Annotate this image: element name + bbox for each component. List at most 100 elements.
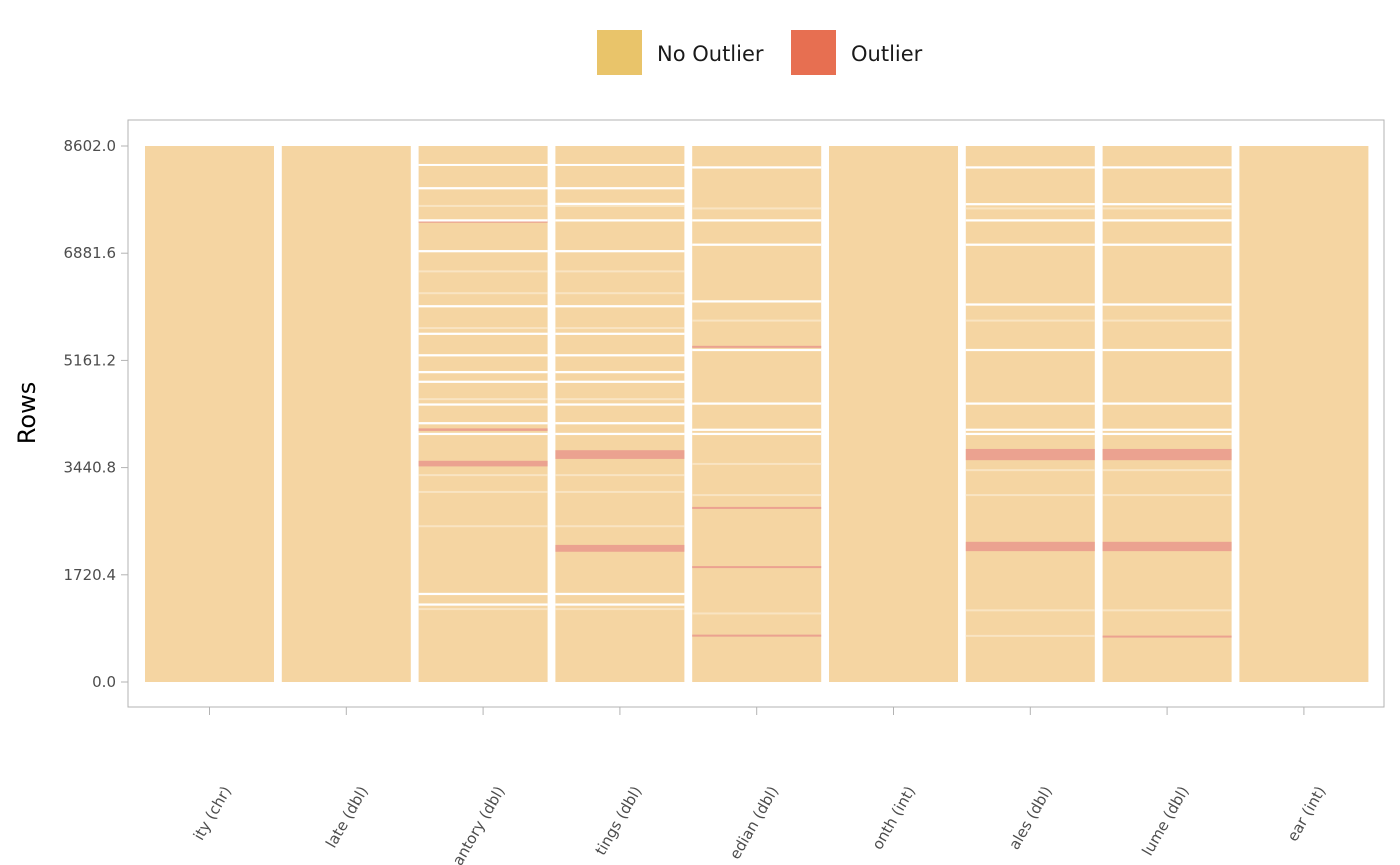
missing-gap xyxy=(1102,432,1232,436)
missing-gap xyxy=(555,219,685,222)
faint-row-band xyxy=(555,292,685,295)
y-tick-label: 6881.6 xyxy=(64,244,117,262)
faint-row-band xyxy=(555,490,685,493)
column-sales xyxy=(965,146,1095,682)
no-outlier-tile xyxy=(145,146,274,682)
faint-row-band xyxy=(1102,469,1232,472)
missing-gap xyxy=(555,403,685,406)
missing-gap xyxy=(965,219,1095,222)
faint-row-band xyxy=(418,292,548,295)
missing-gap xyxy=(418,592,548,596)
faint-row-band xyxy=(418,490,548,493)
column-median xyxy=(692,146,822,682)
missing-gap xyxy=(555,592,685,596)
faint-row-band xyxy=(965,319,1095,322)
missing-gap xyxy=(555,250,685,253)
missing-gap xyxy=(692,219,822,222)
outlier-band xyxy=(965,448,1095,461)
column-inventory xyxy=(418,146,548,682)
outlier-band xyxy=(1102,448,1232,461)
missing-gap xyxy=(692,166,822,169)
x-tick-label: ear (int) xyxy=(1283,783,1329,845)
faint-row-band xyxy=(418,327,548,330)
missing-gap xyxy=(692,243,822,246)
missing-gap xyxy=(1102,428,1232,431)
no-outlier-tile xyxy=(1239,146,1369,682)
missing-gap xyxy=(1102,203,1232,206)
faint-row-band xyxy=(1102,609,1232,612)
x-tick-label: late (dbl) xyxy=(322,783,372,851)
missing-gap xyxy=(692,428,822,431)
faint-row-band xyxy=(418,525,548,528)
faint-row-band xyxy=(555,270,685,273)
y-tick-label: 0.0 xyxy=(92,673,116,691)
x-tick-label: lume (dbl) xyxy=(1138,783,1192,859)
faint-row-band xyxy=(418,270,548,273)
no-outlier-tile xyxy=(555,146,685,682)
legend-swatch-no-outlier xyxy=(597,30,642,75)
missing-gap xyxy=(965,166,1095,169)
outlier-band xyxy=(555,544,685,552)
faint-row-band xyxy=(1102,494,1232,497)
outlier-band xyxy=(692,345,822,348)
outlier-band xyxy=(1102,635,1232,638)
faint-row-band xyxy=(965,609,1095,612)
data-columns xyxy=(145,146,1369,682)
missing-gap xyxy=(418,332,548,335)
column-month xyxy=(829,146,958,682)
faint-row-band xyxy=(692,612,822,615)
faint-row-band xyxy=(965,469,1095,472)
faint-row-band xyxy=(555,608,685,611)
column-date xyxy=(281,146,411,682)
outlier-band xyxy=(418,460,548,467)
no-outlier-tile xyxy=(1102,146,1232,682)
faint-row-band xyxy=(555,474,685,477)
x-tick-label: onth (int) xyxy=(868,783,919,853)
missing-gap xyxy=(965,303,1095,306)
missing-gap xyxy=(418,219,548,222)
missing-gap xyxy=(692,348,822,352)
column-city xyxy=(145,146,274,682)
column-volume xyxy=(1102,146,1232,682)
x-tick-label: ity (chr) xyxy=(190,783,235,843)
missing-gap xyxy=(965,243,1095,246)
x-tick-label: ales (dbl) xyxy=(1005,783,1056,853)
missing-gap xyxy=(418,163,548,166)
faint-row-band xyxy=(555,327,685,330)
y-axis: 0.0 1720.4 3440.8 5161.2 6881.6 8602.0 xyxy=(64,137,128,691)
faint-row-band xyxy=(1102,207,1232,210)
outlier-band xyxy=(1102,541,1232,552)
faint-row-band xyxy=(692,207,822,210)
missing-gap xyxy=(418,380,548,383)
missing-gap xyxy=(692,300,822,303)
missing-gap xyxy=(418,354,548,357)
missing-gap xyxy=(965,432,1095,436)
faint-row-band xyxy=(965,634,1095,637)
no-outlier-tile xyxy=(829,146,958,682)
missing-gap xyxy=(1102,243,1232,246)
outlier-band xyxy=(965,541,1095,552)
faint-row-band xyxy=(555,398,685,401)
outlier-band xyxy=(555,450,685,459)
outlier-band xyxy=(692,566,822,569)
missing-gap xyxy=(1102,219,1232,222)
faint-row-band xyxy=(692,462,822,465)
legend-label-outlier: Outlier xyxy=(851,42,923,66)
missing-gap xyxy=(555,432,685,436)
faint-row-band xyxy=(418,474,548,477)
missing-gap xyxy=(418,250,548,253)
missing-gap xyxy=(555,163,685,166)
missing-gap xyxy=(555,354,685,357)
faint-row-band xyxy=(965,494,1095,497)
missing-gap xyxy=(965,402,1095,405)
missing-gap xyxy=(555,380,685,383)
missing-gap xyxy=(1102,303,1232,306)
outlier-band xyxy=(418,428,548,431)
missing-gap xyxy=(555,371,685,374)
missing-gap xyxy=(555,305,685,308)
missing-gap xyxy=(555,202,685,206)
legend: No Outlier Outlier xyxy=(597,30,923,75)
missing-gap xyxy=(555,187,685,190)
missing-gap xyxy=(418,432,548,436)
